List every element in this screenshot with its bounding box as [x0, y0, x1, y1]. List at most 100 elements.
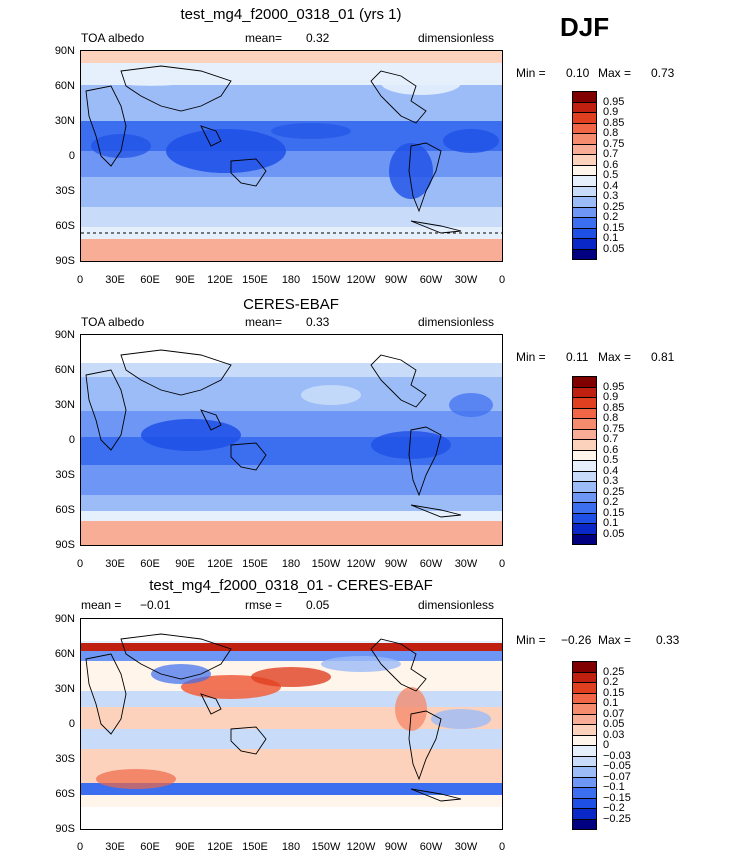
panel-3-units: dimensionless [418, 598, 495, 612]
panel-3-lon-label: 120E [207, 841, 233, 853]
panel-3-min-label: Min = [516, 633, 546, 647]
panel-1-lon-label: 150W [311, 274, 341, 286]
season-label: DJF [560, 12, 610, 42]
panel-3-lat-label: 30N [54, 683, 75, 695]
panel-3-lon-label: 180 [281, 841, 301, 853]
colorbar-level-label: 0.5 [603, 454, 619, 466]
colorbar-level-label: 0.07 [603, 707, 625, 720]
colorbar-level-label: 0.7 [603, 433, 619, 445]
panel-3-lon-label: 150W [311, 841, 341, 853]
panel-2-lon-label: 90E [175, 558, 195, 570]
panel-1-lon-label: 90E [175, 274, 195, 286]
panel-1-lat-label: 30N [54, 115, 75, 127]
panel-1-lat-label: 60N [54, 80, 75, 92]
colorbar-level-label: 0.75 [603, 137, 625, 150]
panel-2-units: dimensionless [418, 315, 495, 329]
colorbar-level-label: 0.2 [603, 211, 619, 223]
panel-1-max-value: 0.73 [651, 66, 675, 80]
colorbar-level-label: 0.8 [603, 127, 619, 139]
panel-3-lat-label: 0 [68, 718, 75, 730]
colorbar-level-label: 0.1 [603, 232, 619, 244]
panel-3-lon-label: 60W [419, 841, 443, 853]
colorbar-level-label: 0.03 [603, 728, 625, 741]
panel-3-colorbar: 0.25 0.2 0.15 0.1 0.07 0.05 0.03 0 −0.03 −0.05 −0.… [572, 661, 662, 830]
panel-1-mean-value: 0.32 [306, 31, 330, 45]
panel-3-lon-label: 60E [140, 841, 160, 853]
panel-1-lat-label: 90S [55, 255, 75, 267]
colorbar-level-label: −0.15 [603, 791, 631, 804]
colorbar-level-label: 0.15 [603, 221, 625, 234]
colorbar-level-label: 0.75 [603, 422, 625, 435]
colorbar-level-label: −0.07 [603, 770, 631, 783]
colorbar-level-label: 0.4 [603, 464, 619, 477]
panel-2-min-value: 0.11 [566, 350, 589, 364]
colorbar-level-label: 0.15 [603, 506, 625, 519]
panel-1-lon-label: 60W [419, 274, 443, 286]
panel-1-lat-label: 60S [55, 220, 75, 232]
panel-2-lat-label: 90N [54, 329, 75, 341]
panel-2-lat-label: 60S [55, 504, 75, 516]
panel-1-title: test_mg4_f2000_0318_01 (yrs 1) [180, 6, 402, 23]
panel-2-lon-label: 150E [242, 558, 268, 570]
colorbar-level-label: 0.1 [603, 517, 619, 529]
panel-2-lon-label: 60E [140, 558, 160, 570]
panel-3-lat-label: 90S [55, 823, 75, 835]
colorbar-level-label: −0.05 [603, 760, 631, 772]
panel-1-lat-label: 90N [54, 45, 75, 57]
colorbar-level-label: 0.15 [603, 686, 625, 699]
panel-1-lon-label: 60E [140, 274, 160, 286]
panel-3-lat-label: 60S [55, 788, 75, 800]
panel-3-lat-label: 60N [54, 648, 75, 660]
panel-2-lat-label: 30S [55, 469, 75, 481]
panel-3-lon-label: 0 [498, 841, 506, 853]
colorbar-level-label: 0.9 [603, 391, 619, 403]
colorbar-level-label: 0.05 [603, 718, 625, 730]
panel-3-rmse-label: rmse = [245, 598, 283, 612]
panel-1-lon-label: 0 [498, 274, 506, 286]
colorbar-level-label: 0.25 [603, 485, 625, 498]
panel-3-min-value: −0.26 [561, 633, 592, 647]
panel-2-map [80, 334, 503, 546]
colorbar-level-label: 0.3 [603, 190, 619, 202]
panel-2-min-label: Min = [516, 350, 546, 364]
colorbar-level-label: 0.1 [603, 697, 619, 709]
panel-3-lon-label: 90W [384, 841, 408, 853]
panel-1-lon-label: 180 [281, 274, 301, 286]
panel-2-lon-label: 150W [311, 558, 341, 570]
colorbar-level-label: −0.1 [603, 781, 625, 793]
panel-2-max-label: Max = [598, 350, 632, 364]
colorbar-level-label: 0.2 [603, 676, 619, 688]
panel-3-map [80, 618, 503, 830]
panel-2-lat-label: 30N [54, 399, 75, 411]
panel-2-mean-label: mean= [245, 315, 283, 329]
panel-2-title: CERES-EBAF [243, 296, 339, 313]
colorbar-level-label: −0.2 [603, 802, 625, 814]
panel-3-mean-value: −0.01 [140, 598, 171, 612]
panel-3-rmse-value: 0.05 [306, 598, 330, 612]
colorbar-level-label: 0.95 [603, 380, 625, 393]
colorbar-level-label: 0.8 [603, 412, 619, 424]
panel-3-max-label: Max = [598, 633, 632, 647]
panel-3-title: test_mg4_f2000_0318_01 - CERES-EBAF [149, 577, 433, 594]
panel-1-lat-label: 0 [68, 150, 75, 162]
panel-2-lon-label: 180 [281, 558, 301, 570]
panel-2-lon-label: 0 [498, 558, 506, 570]
colorbar-level-label: 0.25 [603, 200, 625, 213]
panel-2-max-value: 0.81 [651, 350, 675, 364]
colorbar-level-label: 0.5 [603, 169, 619, 181]
panel-1-lon-label: 150E [242, 274, 268, 286]
panel-2-lat-label: 0 [68, 434, 75, 446]
panel-2-lon-label: 60W [419, 558, 443, 570]
colorbar-level-label: 0.6 [603, 443, 619, 456]
panel-3-max-value: 0.33 [656, 633, 680, 647]
colorbar-level-label: 0.3 [603, 475, 619, 487]
colorbar-level-label: 0.95 [603, 95, 625, 108]
panel-1-lon-label: 0 [76, 274, 84, 286]
panel-3-lat-label: 90N [54, 613, 75, 625]
colorbar-level-label: 0.7 [603, 148, 619, 160]
panel-1-units: dimensionless [418, 31, 495, 45]
panel-1-lon-label: 120W [346, 274, 376, 286]
colorbar-level-label: −0.25 [603, 812, 631, 825]
colorbar-level-label: 0.85 [603, 116, 625, 129]
panel-3-lon-label: 30W [454, 841, 478, 853]
